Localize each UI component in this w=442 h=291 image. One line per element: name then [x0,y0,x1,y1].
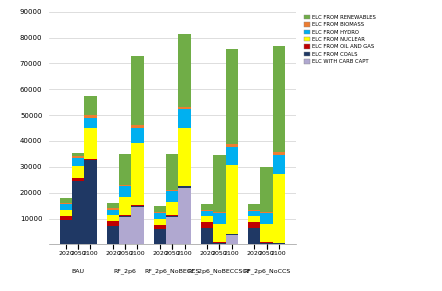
Bar [60,204,72,210]
Bar [213,243,225,244]
Bar [131,127,144,143]
Bar [260,213,273,224]
Bar [154,212,166,213]
Bar [119,186,131,197]
Bar [273,243,285,244]
Bar [154,225,166,229]
Bar [131,143,144,205]
Bar [166,191,179,202]
Bar [201,211,213,216]
Bar [225,234,238,235]
Bar [248,216,260,222]
Bar [60,210,72,216]
Bar [119,217,131,244]
Bar [260,212,273,213]
Bar [225,144,238,147]
Bar [72,178,84,181]
Bar [201,228,213,244]
Bar [154,213,166,219]
Bar [166,217,179,244]
Bar [107,221,119,226]
Bar [260,167,273,212]
Bar [248,204,260,210]
Bar [84,96,96,115]
Bar [84,128,96,159]
Bar [179,127,191,186]
Bar [248,222,260,228]
Bar [273,155,285,174]
Bar [201,222,213,228]
Bar [131,56,144,125]
Bar [260,242,273,243]
Bar [179,187,191,244]
Bar [166,154,179,190]
Bar [213,155,225,212]
Bar [84,160,96,244]
Bar [248,211,260,216]
Bar [131,207,144,244]
Bar [260,224,273,242]
Bar [154,219,166,225]
Bar [260,243,273,244]
Bar [154,229,166,244]
Bar [166,215,179,216]
Bar [119,215,131,216]
Bar [248,210,260,211]
Bar [107,210,119,215]
Legend: ELC FROM RENEWABLES, ELC FROM BIOMASS, ELC FROM HYDRO, ELC FROM NUCLEAR, ELC FRO: ELC FROM RENEWABLES, ELC FROM BIOMASS, E… [304,14,376,65]
Bar [201,216,213,222]
Bar [273,174,285,243]
Bar [213,212,225,213]
Bar [225,235,238,244]
Bar [179,186,191,187]
Bar [131,206,144,207]
Bar [131,205,144,206]
Bar [154,206,166,212]
Bar [72,152,84,157]
Bar [119,197,131,215]
Bar [166,216,179,217]
Bar [72,166,84,178]
Bar [107,226,119,244]
Bar [119,185,131,186]
Bar [201,204,213,210]
Bar [60,216,72,220]
Bar [107,203,119,208]
Bar [166,202,179,215]
Bar [213,224,225,242]
Bar [213,242,225,243]
Bar [248,228,260,244]
Bar [179,107,191,109]
Bar [201,210,213,211]
Bar [179,109,191,127]
Bar [72,158,84,166]
Bar [225,147,238,165]
Bar [213,213,225,224]
Bar [84,118,96,128]
Bar [84,115,96,118]
Bar [84,159,96,160]
Bar [119,154,131,185]
Bar [107,208,119,210]
Bar [60,203,72,204]
Bar [60,220,72,244]
Bar [119,216,131,217]
Bar [166,190,179,191]
Bar [225,49,238,144]
Bar [179,34,191,107]
Bar [273,152,285,155]
Bar [131,125,144,127]
Bar [107,215,119,221]
Bar [225,165,238,234]
Bar [72,181,84,244]
Bar [72,157,84,158]
Bar [273,46,285,152]
Bar [60,198,72,203]
